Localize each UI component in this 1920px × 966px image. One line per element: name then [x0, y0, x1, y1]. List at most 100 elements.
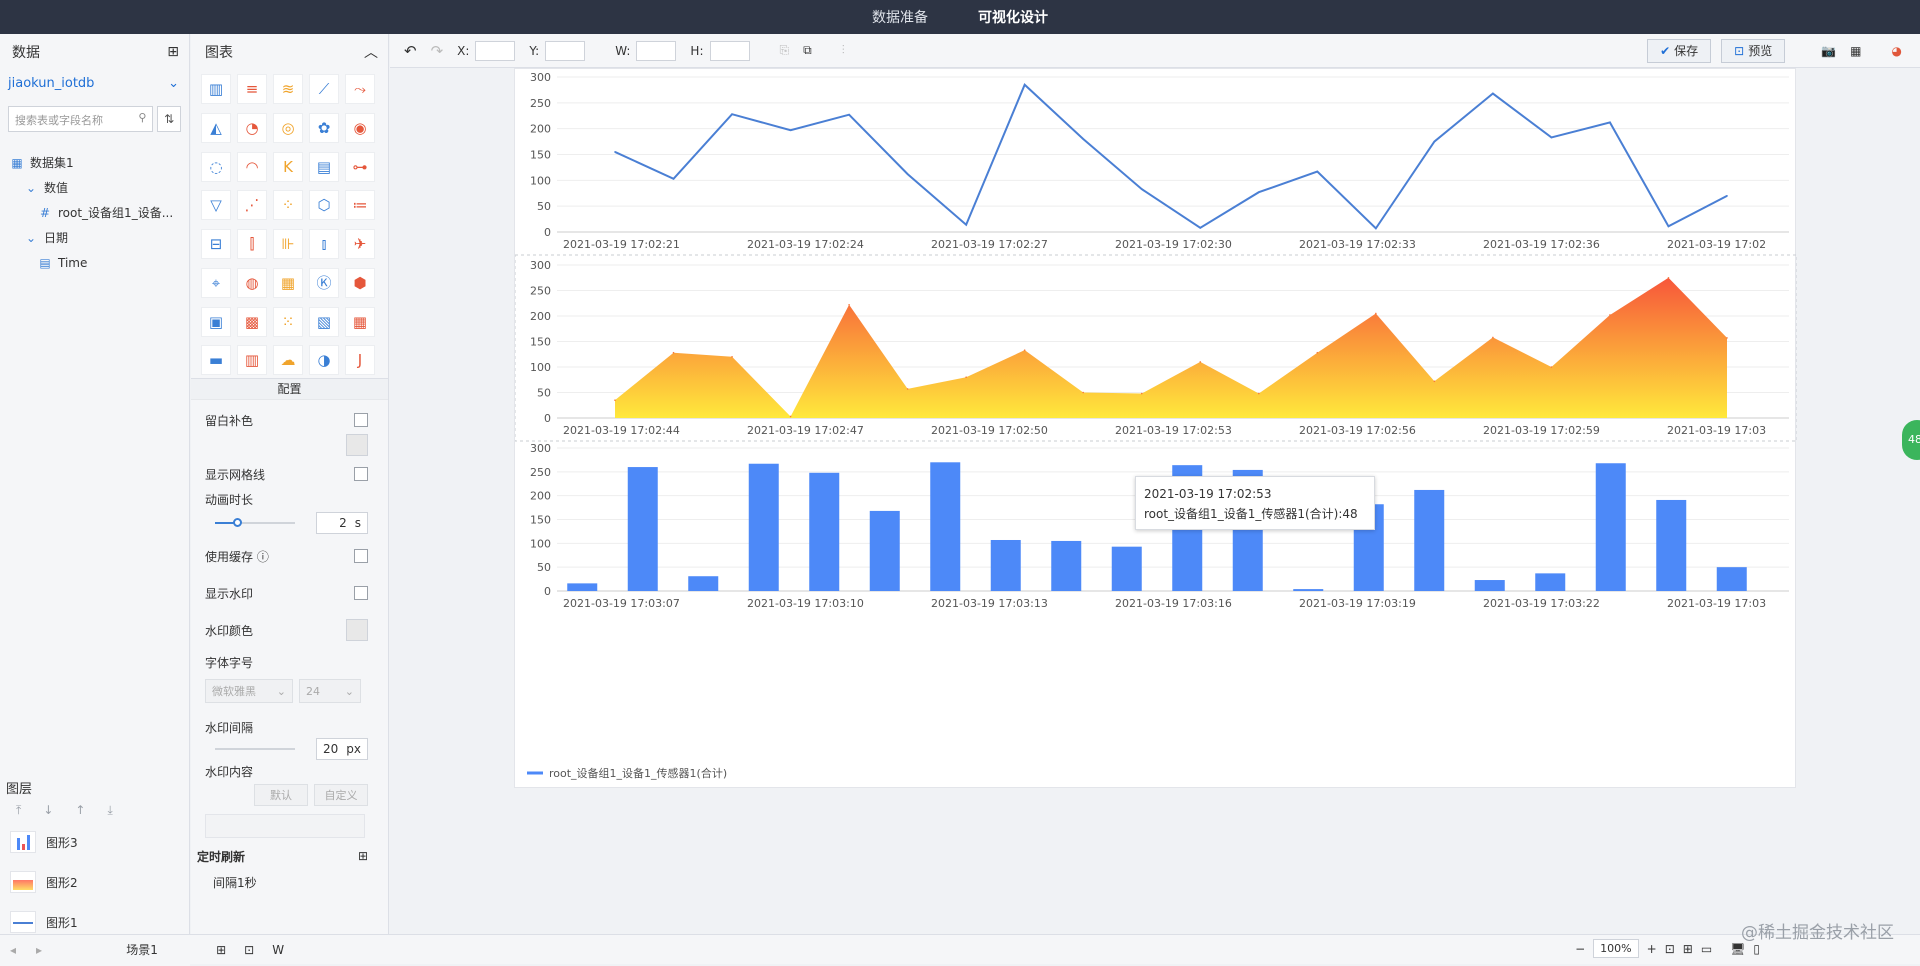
undo-icon[interactable]: ↶ [404, 41, 417, 60]
custom-button[interactable]: 自定义 [314, 784, 368, 806]
move-down-icon[interactable]: ↓ [43, 803, 54, 817]
field-search-input[interactable]: 搜索表或字段名称 ⚲ [8, 106, 154, 132]
calendar-chart-icon[interactable]: ▣ [201, 306, 231, 337]
layer-item[interactable]: 图形3 [0, 822, 190, 862]
refresh-settings-icon[interactable]: ⊞ [357, 849, 368, 863]
zoom-level[interactable]: 100% [1593, 939, 1639, 958]
copy-icon[interactable]: ⎘ [779, 43, 790, 57]
gantt-icon[interactable]: ≔ [345, 190, 375, 221]
area-chart-icon[interactable]: ◭ [201, 112, 231, 143]
cache-checkbox[interactable] [354, 549, 368, 563]
watermark-content-input[interactable] [205, 814, 365, 838]
scatter-net-icon[interactable]: ⋰ [237, 190, 267, 221]
fit-grid-icon[interactable]: ⊞ [1682, 941, 1693, 956]
globe-icon[interactable]: ◍ [237, 267, 267, 298]
map-pin-icon[interactable]: ⌖ [201, 267, 231, 298]
tree-node[interactable]: ⌄ 数值 [0, 175, 189, 200]
speed-icon[interactable]: ◑ [309, 345, 339, 376]
layer-item[interactable]: 图形2 [0, 862, 190, 902]
table-grid-icon[interactable]: ▦ [273, 267, 303, 298]
pivot-icon[interactable]: ▥ [237, 345, 267, 376]
multi-line-icon[interactable]: ≋ [273, 74, 303, 104]
info-icon[interactable]: ⓘ [256, 549, 269, 564]
fill-color-picker[interactable] [346, 434, 368, 456]
list-icon[interactable]: ▬ [201, 345, 231, 376]
layer-item[interactable]: 图形1 [0, 902, 190, 942]
theme-icon[interactable]: ◕ [1891, 43, 1902, 58]
heatmap-icon[interactable]: ▩ [237, 306, 267, 337]
boxplot-icon[interactable]: ⊟ [201, 229, 231, 259]
camera-icon[interactable]: 📷 [1821, 43, 1837, 58]
radar-icon[interactable]: ⬡ [309, 190, 339, 221]
tree-node[interactable]: ▤ Time [0, 250, 189, 275]
cube-icon[interactable]: ⬢ [345, 267, 375, 298]
bar-chart-icon[interactable]: ▥ [201, 74, 231, 104]
next-scene-icon[interactable]: ▸ [36, 942, 43, 957]
rose-chart-icon[interactable]: ✿ [309, 112, 339, 143]
add-scene-icon[interactable]: ⊞ [216, 942, 227, 957]
waterfall-icon[interactable]: ⊪ [273, 229, 303, 259]
word-export-icon[interactable]: W [272, 942, 285, 957]
collapse-icon[interactable]: ︿ [364, 45, 378, 61]
anim-slider[interactable] [205, 513, 295, 533]
fit-width-icon[interactable]: ▭ [1700, 941, 1713, 956]
pie-chart-icon[interactable]: ◔ [237, 112, 267, 143]
actual-size-icon[interactable]: ⊡ [1664, 941, 1675, 956]
mobile-icon[interactable]: ▯ [1753, 941, 1760, 956]
zoom-out-icon[interactable]: − [1575, 941, 1586, 956]
move-up-icon[interactable]: ↑ [75, 803, 86, 817]
dataset-select[interactable]: jiaokun_iotdb ⌄ [0, 70, 189, 96]
tree-node[interactable]: ⌄ 日期 [0, 225, 189, 250]
tree-diagram-icon[interactable]: ⊶ [345, 151, 375, 182]
gauge-icon[interactable]: ◠ [237, 151, 267, 182]
kpi-card-icon[interactable]: Ⓚ [309, 267, 339, 298]
js-icon[interactable]: J [345, 345, 375, 376]
line-bar-icon[interactable]: ⟋ [309, 74, 339, 104]
gap-input[interactable]: 20 px [316, 738, 368, 760]
candlestick-icon[interactable]: ⫿ [237, 229, 267, 259]
redo-icon[interactable]: ↷ [430, 41, 444, 60]
line-mark-icon[interactable]: ⤳ [345, 74, 375, 104]
design-canvas[interactable]: 0 50 100 150 200 250 300 2021-03-19 17:02:21 202… [514, 68, 1797, 788]
zoom-in-icon[interactable]: + [1646, 941, 1657, 956]
h-input[interactable] [709, 40, 750, 61]
save-button[interactable]: ✔ 保存 [1647, 38, 1712, 63]
search-icon[interactable]: ⚲ [138, 111, 147, 124]
side-badge[interactable]: 48 [1902, 420, 1920, 460]
copy-scene-icon[interactable]: ⊡ [244, 942, 255, 957]
add-dataset-icon[interactable]: ⊞ [167, 44, 179, 60]
bubble-icon[interactable]: ⁘ [273, 190, 303, 221]
funnel-icon[interactable]: ▽ [201, 190, 231, 221]
gap-slider[interactable] [205, 739, 295, 759]
default-button[interactable]: 默认 [254, 784, 308, 806]
desktop-icon[interactable]: 🖥 [1730, 941, 1746, 956]
tree-node[interactable]: # root_设备组1_设备... [0, 200, 189, 225]
fill-blank-checkbox[interactable] [354, 413, 368, 427]
font-family-select[interactable]: 微软雅黑 ⌄ [205, 679, 293, 703]
stock-icon[interactable]: ⫾ [309, 229, 339, 259]
move-top-icon[interactable]: ⤒ [16, 802, 22, 817]
y-input[interactable] [545, 40, 586, 61]
ring-chart-icon[interactable]: ◉ [345, 112, 375, 143]
move-bottom-icon[interactable]: ⤓ [107, 802, 113, 817]
dot-plot-icon[interactable]: ⁙ [273, 306, 303, 337]
font-size-select[interactable]: 24 ⌄ [299, 679, 361, 703]
layout-icon[interactable]: ▦ [1850, 43, 1862, 58]
show-grid-checkbox[interactable] [354, 467, 368, 481]
treemap-icon[interactable]: ▤ [309, 151, 339, 182]
watermark-color-picker[interactable] [346, 619, 368, 641]
kpi-icon[interactable]: K [273, 151, 303, 182]
prev-scene-icon[interactable]: ◂ [10, 942, 17, 957]
cross-table-icon[interactable]: ▧ [309, 306, 339, 337]
tab-visual-design[interactable]: 可视化设计 [978, 10, 1048, 26]
donut-chart-icon[interactable]: ◎ [273, 112, 303, 143]
paste-icon[interactable]: ⧉ [803, 43, 812, 57]
x-input[interactable] [475, 40, 516, 61]
align-icon[interactable]: ⫶ [841, 43, 845, 57]
w-input[interactable] [636, 40, 677, 61]
wordcloud-icon[interactable]: ☁ [273, 345, 303, 376]
tab-data-prep[interactable]: 数据准备 [872, 10, 928, 26]
flow-map-icon[interactable]: ✈ [345, 229, 375, 259]
tree-node[interactable]: ▦ 数据集1 [0, 150, 189, 175]
